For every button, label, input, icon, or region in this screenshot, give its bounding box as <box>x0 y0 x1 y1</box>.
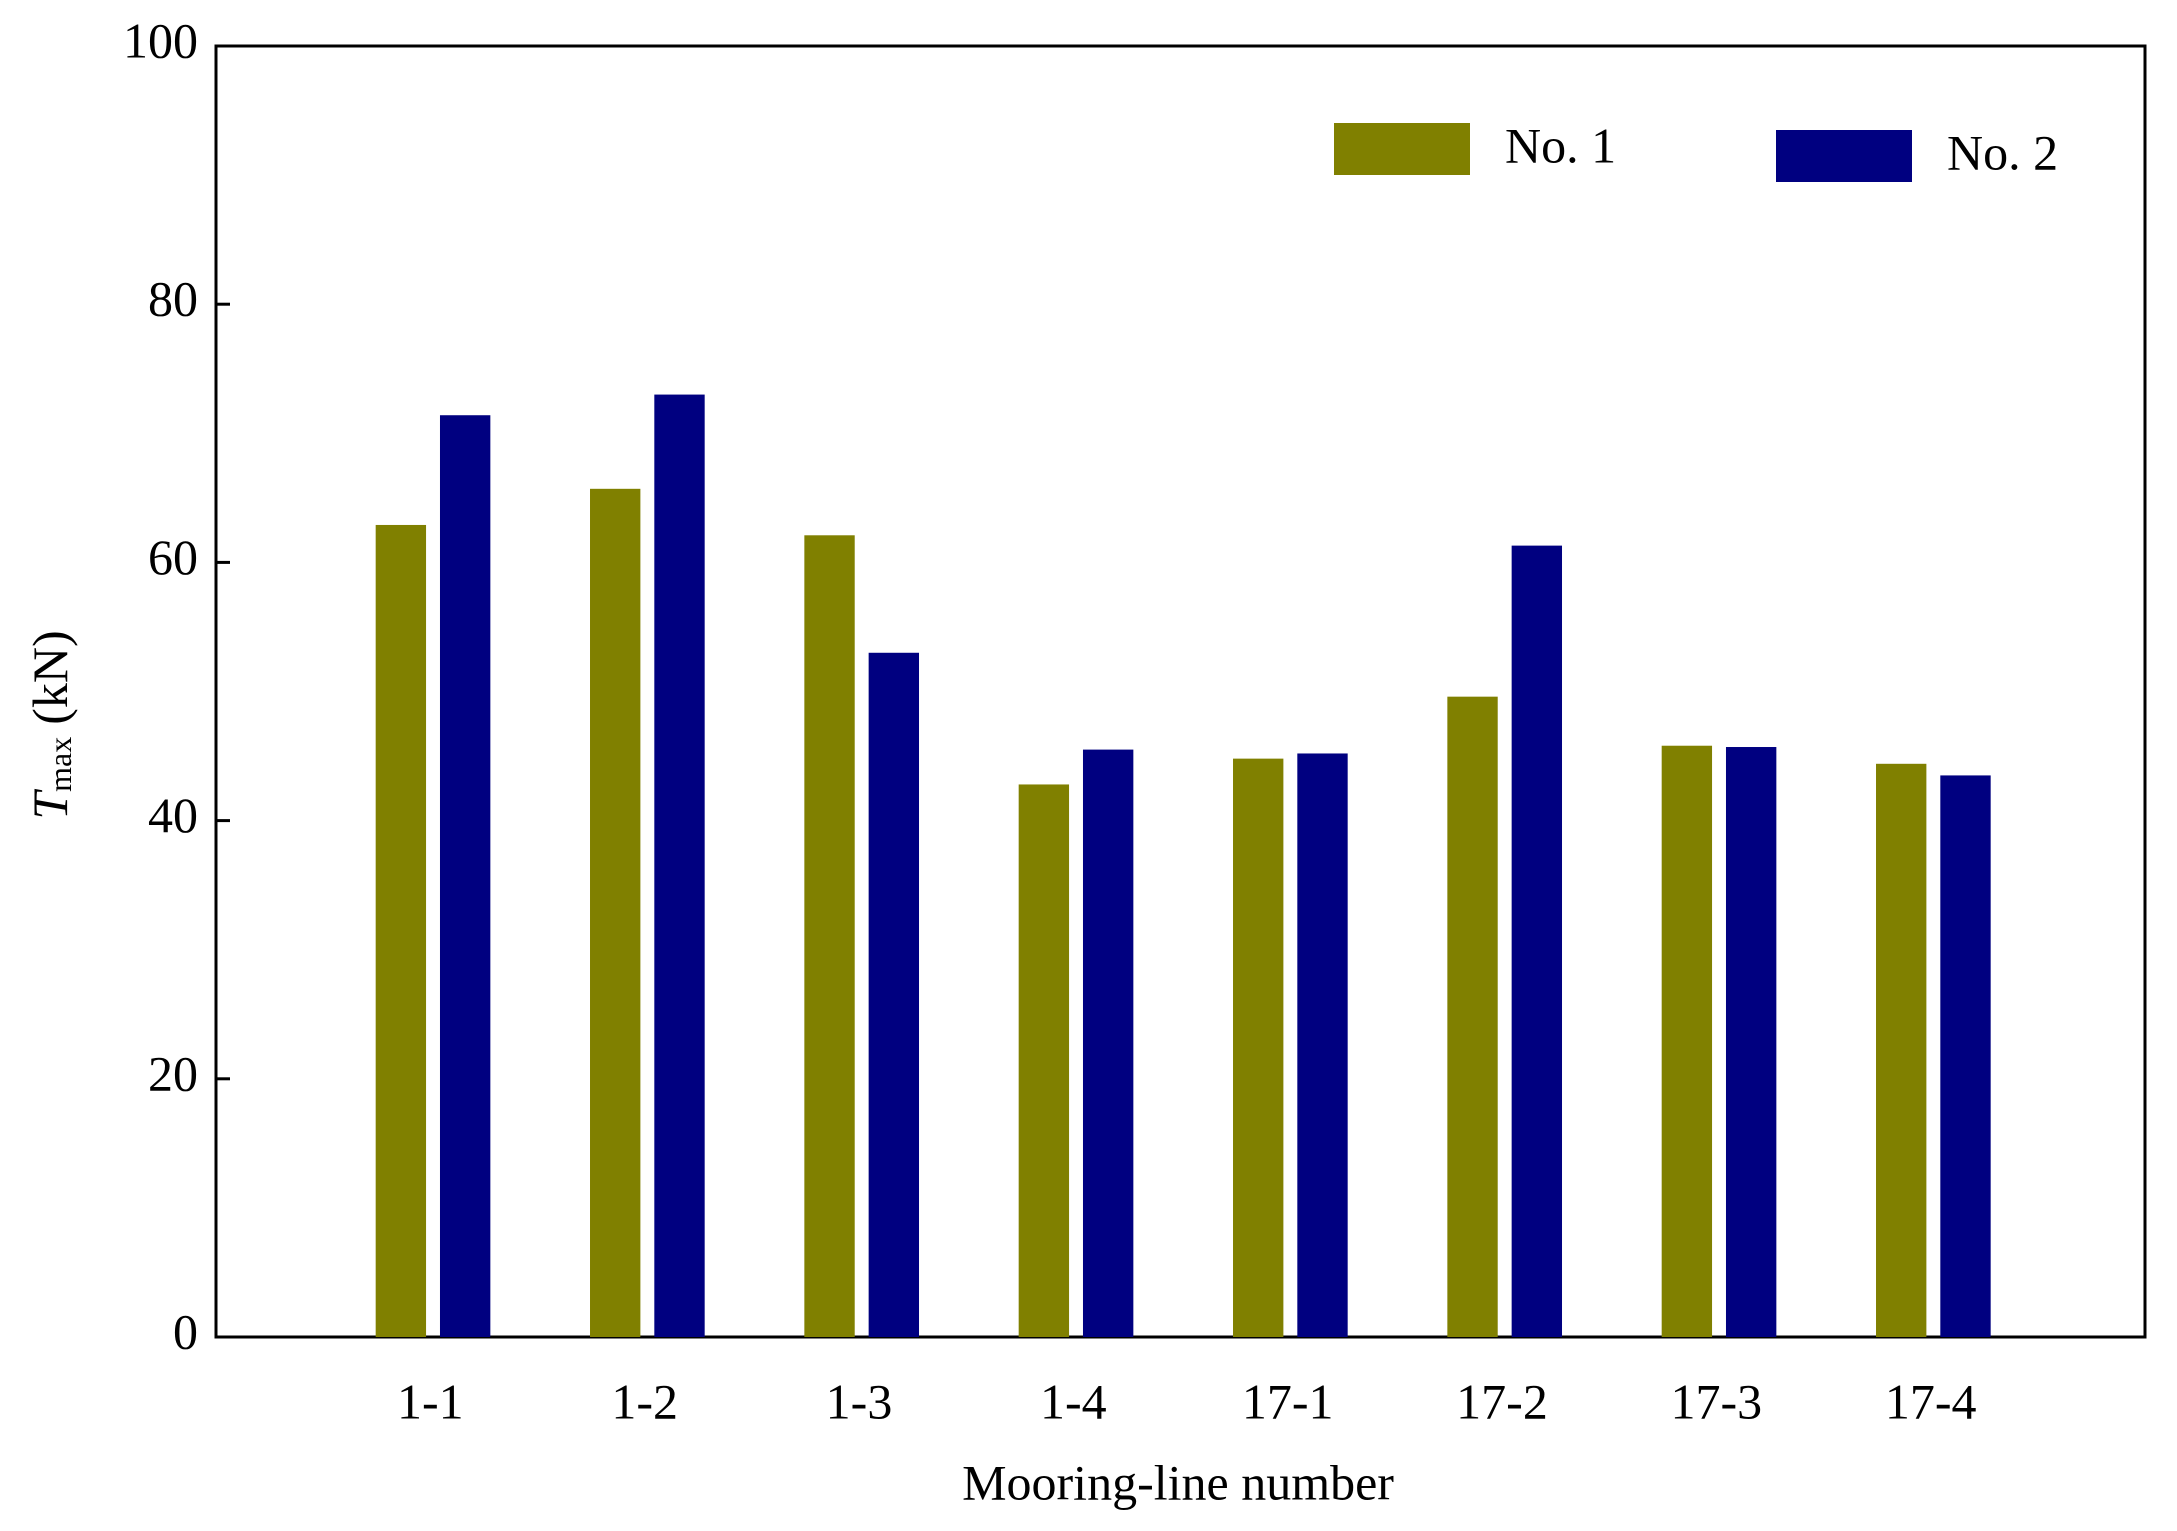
bar <box>1447 696 1498 1337</box>
bar <box>439 415 491 1337</box>
y-axis-subscript: max <box>42 737 78 792</box>
bar <box>1082 749 1134 1337</box>
x-tick-label: 1-2 <box>611 1373 678 1429</box>
legend-label: No. 2 <box>1947 124 2058 180</box>
x-axis-title: Mooring-line number <box>962 1454 1394 1510</box>
bar <box>654 394 705 1337</box>
legend-swatch <box>1334 123 1470 175</box>
y-tick-label: 40 <box>148 787 198 843</box>
x-tick-label: 17-2 <box>1456 1373 1548 1429</box>
legend-label: No. 1 <box>1505 117 1616 173</box>
bar <box>1511 545 1563 1337</box>
bar <box>804 535 855 1337</box>
x-tick-label: 17-1 <box>1242 1373 1334 1429</box>
bar <box>590 488 641 1337</box>
x-tick-label: 1-4 <box>1040 1373 1107 1429</box>
legend-swatch <box>1776 130 1912 182</box>
bar <box>1725 747 1777 1337</box>
bar <box>868 652 920 1337</box>
bar <box>1233 758 1284 1337</box>
y-axis-symbol: T <box>22 789 78 820</box>
bar <box>1297 753 1348 1337</box>
bar <box>1661 745 1713 1337</box>
bar <box>1940 775 1991 1337</box>
x-tick-label: 17-4 <box>1885 1373 1977 1429</box>
y-tick-label: 100 <box>123 12 198 68</box>
x-tick-label: 1-1 <box>397 1373 464 1429</box>
y-tick-label: 60 <box>148 529 198 585</box>
bar <box>375 524 427 1337</box>
y-axis-unit: (kN) <box>22 630 78 724</box>
bar <box>1018 784 1070 1337</box>
bar <box>1876 763 1927 1337</box>
y-tick-label: 20 <box>148 1045 198 1101</box>
x-tick-label: 1-3 <box>826 1373 893 1429</box>
y-axis-title: Tmax (kN) <box>22 630 78 819</box>
plot-frame <box>214 44 2147 1339</box>
y-tick-label: 80 <box>148 271 198 327</box>
x-tick-label: 17-3 <box>1671 1373 1763 1429</box>
y-tick-label: 0 <box>173 1303 198 1359</box>
